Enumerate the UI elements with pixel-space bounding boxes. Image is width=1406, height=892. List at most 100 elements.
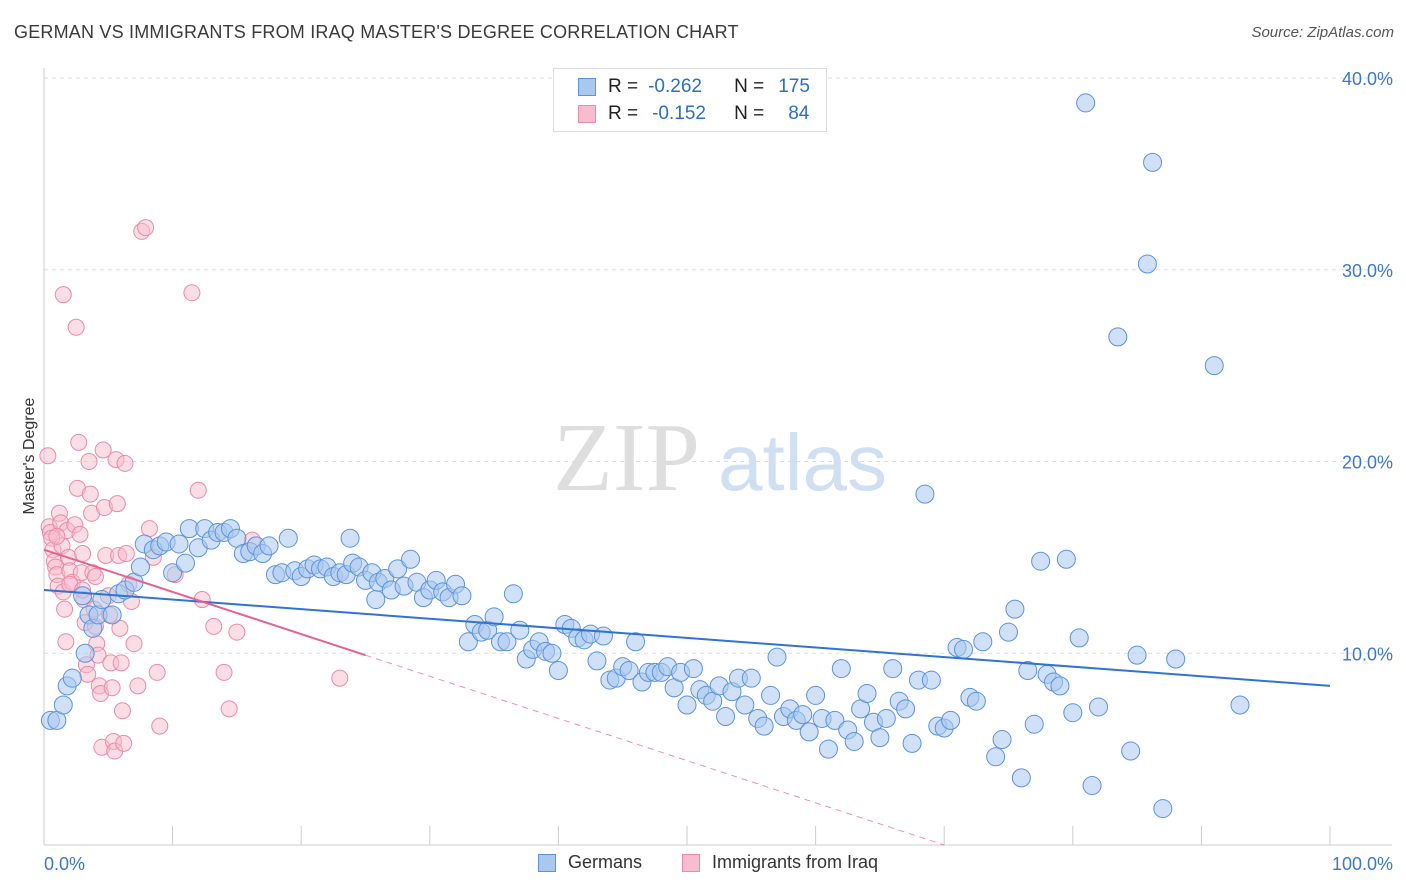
german-point bbox=[870, 728, 890, 748]
german-trend-line bbox=[43, 588, 1331, 687]
legend-n-iraq: 84 bbox=[788, 103, 810, 124]
bottom-legend-label-iraq: Immigrants from Iraq bbox=[712, 852, 879, 872]
german-point bbox=[587, 651, 607, 671]
german-point bbox=[921, 670, 941, 690]
german-point bbox=[130, 557, 150, 577]
y-tick-label: 40.0% bbox=[1342, 69, 1393, 89]
y-tick-label: 20.0% bbox=[1342, 453, 1393, 473]
german-point bbox=[259, 536, 279, 556]
iraq-point bbox=[117, 545, 135, 563]
german-point bbox=[999, 622, 1018, 642]
iraq-trend-line bbox=[43, 548, 366, 657]
iraq-point bbox=[228, 623, 246, 641]
german-point bbox=[1204, 356, 1224, 376]
bottom-legend-label-germans: Germans bbox=[568, 852, 643, 872]
legend-r-label: R = bbox=[608, 103, 639, 124]
german-point bbox=[761, 685, 781, 705]
legend-r-iraq: -0.152 bbox=[652, 103, 706, 124]
german-point bbox=[966, 691, 986, 711]
german-point bbox=[75, 643, 95, 663]
german-point bbox=[857, 684, 877, 704]
german-point bbox=[876, 708, 896, 728]
legend-r-germans: -0.262 bbox=[648, 76, 702, 97]
german-point bbox=[831, 659, 851, 679]
iraq-point bbox=[94, 441, 112, 459]
legend-swatch-iraq bbox=[578, 105, 596, 123]
iraq-point bbox=[115, 734, 133, 752]
german-point bbox=[593, 626, 613, 646]
german-point bbox=[401, 549, 421, 569]
y-tick-label: 30.0% bbox=[1342, 261, 1393, 281]
german-point bbox=[754, 716, 774, 736]
german-point bbox=[1024, 714, 1044, 734]
german-point bbox=[844, 731, 864, 751]
y-axis-label: Master's Degree bbox=[21, 397, 38, 514]
iraq-point bbox=[189, 481, 207, 499]
iraq-point bbox=[80, 453, 98, 470]
iraq-trend-extension bbox=[365, 654, 945, 846]
y-tick-label: 10.0% bbox=[1342, 644, 1393, 664]
chart-title: GERMAN VS IMMIGRANTS FROM IRAQ MASTER'S … bbox=[14, 22, 739, 42]
german-point bbox=[1011, 768, 1031, 788]
german-point bbox=[973, 632, 993, 652]
german-point bbox=[735, 695, 755, 715]
x-tick-label: 0.0% bbox=[44, 854, 85, 874]
iraq-point bbox=[86, 568, 104, 586]
iraq-point bbox=[129, 677, 147, 695]
bottom-legend-iraq: Immigrants from Iraq bbox=[682, 852, 878, 873]
german-point bbox=[986, 747, 1006, 767]
iraq-point bbox=[148, 663, 166, 681]
german-point bbox=[542, 643, 562, 663]
german-point bbox=[1230, 695, 1250, 715]
iraq-point bbox=[39, 447, 57, 465]
iraq-point bbox=[57, 633, 75, 651]
german-point bbox=[1018, 661, 1038, 681]
german-point bbox=[1127, 645, 1147, 665]
watermark-atlas: atlas bbox=[718, 418, 887, 507]
german-point bbox=[677, 695, 697, 715]
german-point bbox=[510, 620, 530, 640]
legend-n-germans: 175 bbox=[778, 76, 810, 97]
iraq-point bbox=[137, 219, 155, 237]
iraq-point bbox=[70, 433, 88, 451]
iraq-point bbox=[220, 700, 238, 718]
german-point bbox=[169, 534, 189, 554]
legend-row-germans: R = -0.262 N = 175 bbox=[578, 75, 810, 99]
correlation-legend: R = -0.262 N = 175 R = -0.152 N = 84 bbox=[553, 68, 827, 132]
german-point bbox=[1005, 599, 1025, 619]
german-point bbox=[1121, 741, 1141, 761]
gridlines bbox=[44, 77, 1392, 654]
german-point bbox=[1137, 254, 1157, 274]
german-point bbox=[1069, 628, 1089, 648]
iraq-point bbox=[56, 600, 74, 618]
iraq-point bbox=[71, 525, 89, 543]
iraq-point bbox=[151, 717, 169, 735]
bottom-legend-germans: Germans bbox=[538, 852, 642, 873]
german-point bbox=[452, 586, 472, 606]
german-point bbox=[503, 584, 523, 604]
iraq-point bbox=[48, 527, 66, 545]
german-point bbox=[992, 730, 1012, 750]
german-point bbox=[1050, 676, 1070, 696]
iraq-points bbox=[39, 219, 349, 760]
iraq-point bbox=[112, 654, 130, 672]
iraq-point bbox=[205, 617, 223, 635]
iraq-point bbox=[116, 454, 134, 472]
german-point bbox=[799, 722, 819, 742]
legend-n-label: N = bbox=[734, 76, 765, 97]
trend-lines bbox=[43, 548, 1331, 846]
german-point bbox=[1082, 776, 1102, 796]
german-point bbox=[73, 586, 93, 606]
german-point bbox=[767, 647, 787, 667]
iraq-point bbox=[183, 284, 201, 302]
german-point bbox=[883, 659, 903, 679]
german-point bbox=[825, 710, 845, 730]
source-label: Source: ZipAtlas.com bbox=[1251, 24, 1394, 41]
watermark-zip: ZIP bbox=[553, 404, 700, 512]
iraq-point bbox=[140, 520, 158, 538]
german-point bbox=[953, 639, 973, 659]
bottom-legend-swatch-iraq bbox=[682, 853, 700, 872]
german-point bbox=[388, 559, 408, 579]
tick-labels: 10.0% 20.0% 30.0% 40.0% 0.0% 100.0% bbox=[44, 69, 1393, 874]
legend-r-label: R = bbox=[608, 76, 639, 97]
